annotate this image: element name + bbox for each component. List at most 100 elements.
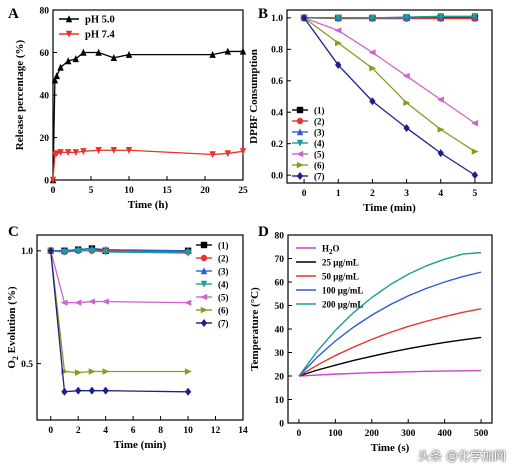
y-axis-title: Temperature (°C): [249, 287, 261, 371]
legend-swatch-marker: [200, 319, 208, 327]
x-tick-label: 500: [474, 429, 489, 439]
data-point: [88, 247, 96, 255]
plot-frame: [287, 234, 493, 424]
data-point: [300, 13, 308, 22]
data-point: [80, 48, 87, 56]
legend-label: (3): [314, 128, 325, 138]
legend-item: 50 μg/mL: [296, 272, 359, 282]
x-tick-label: 3: [404, 189, 409, 199]
data-point: [102, 386, 109, 395]
x-tick-label: 0: [297, 429, 302, 439]
plot-frame: [36, 234, 244, 421]
data-point: [209, 151, 216, 159]
x-tick-label: 10: [183, 426, 193, 436]
data-point: [102, 368, 110, 375]
x-axis-title: Time (h): [128, 199, 169, 211]
legend-label: (6): [314, 161, 325, 171]
data-point: [65, 57, 72, 65]
x-tick-label: 0: [48, 426, 53, 436]
panel-letter: D: [258, 224, 269, 240]
legend-swatch-marker: [296, 172, 304, 180]
legend-swatch-marker: [200, 254, 208, 262]
data-point: [125, 50, 133, 58]
data-point: [471, 171, 479, 180]
series-line: [50, 250, 189, 393]
data-point: [57, 149, 64, 157]
data-point: [110, 54, 117, 62]
legend-item: (4): [292, 139, 325, 149]
legend-item: (2): [196, 254, 229, 264]
data-point: [47, 246, 54, 255]
legend-item: 100 μg/mL: [296, 286, 363, 296]
legend-item: (3): [196, 267, 229, 277]
legend-item: (1): [196, 241, 229, 251]
y-tick-label: 0.5: [21, 360, 33, 370]
series-line: [50, 250, 189, 304]
legend-item: (5): [196, 293, 229, 303]
series-b-7: [300, 13, 479, 180]
legend-swatch-marker: [65, 30, 73, 38]
data-point: [102, 248, 109, 256]
data-point: [88, 368, 96, 375]
data-point: [88, 298, 96, 305]
series-c-5: [46, 247, 192, 306]
legend-label: (6): [218, 306, 229, 316]
data-point: [65, 149, 72, 157]
legend-label: (7): [218, 319, 229, 329]
legend-item: pH 5.0: [59, 15, 115, 26]
data-point: [239, 148, 247, 156]
legend: pH 5.0 pH 7.4: [59, 15, 116, 41]
legend-swatch-marker: [296, 128, 304, 136]
y-tick-label: 80: [40, 6, 50, 16]
data-point: [368, 49, 376, 56]
y-tick-label: 0.6: [271, 77, 283, 87]
legend-item: pH 7.4: [59, 30, 116, 41]
data-point: [95, 48, 102, 56]
data-point: [224, 47, 231, 55]
x-tick-label: 14: [238, 426, 248, 436]
panel-c: C 0 2 4 6 8 10 12 14 0.5 1.0 Time (min) O2 Evolution…: [6, 224, 248, 451]
data-point: [184, 387, 192, 396]
x-tick-label: 1: [336, 189, 341, 199]
series-b-4: [300, 13, 479, 22]
x-tick-label: 2: [76, 426, 81, 436]
legend-label: pH 7.4: [85, 30, 116, 41]
series-line: [298, 369, 482, 377]
panel-letter: A: [8, 6, 19, 22]
x-tick-label: 300: [401, 429, 416, 439]
y-axis-title: Release percentage (%): [14, 39, 26, 150]
x-tick-label: 20: [200, 186, 210, 196]
x-tick-label: 10: [124, 186, 134, 196]
legend-label: (5): [218, 293, 229, 303]
x-tick-label: 0: [302, 189, 307, 199]
data-point: [335, 14, 342, 22]
data-point: [61, 387, 68, 396]
x-tick-label: 25: [238, 186, 248, 196]
data-point: [471, 13, 479, 21]
series-line: [298, 336, 482, 377]
y-tick-label: 60: [40, 49, 50, 59]
legend-item: (4): [196, 280, 229, 290]
legend-swatch-marker: [200, 267, 208, 275]
data-point: [61, 248, 68, 256]
data-point: [95, 147, 102, 155]
y-tick-label: 0.4: [271, 109, 283, 119]
data-point: [74, 299, 82, 306]
series-line: [303, 17, 476, 124]
series-c-4: [47, 247, 192, 257]
data-point: [335, 61, 342, 70]
y-tick-label: 1.0: [271, 14, 283, 24]
series-line: [303, 17, 476, 153]
x-axis-title: Time (s): [371, 442, 410, 454]
data-point: [239, 47, 247, 55]
data-point: [437, 13, 444, 21]
panel-a: A 0 5 10 15 20 25 0 20 40 60 80 Time (h) Release perc…: [8, 6, 248, 211]
series-line: [50, 250, 189, 254]
y-tick-label: 0.0: [271, 171, 283, 181]
y-tick-label: 0: [279, 419, 284, 429]
legend-item: (6): [196, 306, 229, 316]
x-tick-label: 0: [51, 186, 56, 196]
x-tick-label: 400: [438, 429, 453, 439]
data-point: [72, 149, 79, 157]
legend-label: (4): [314, 139, 325, 149]
